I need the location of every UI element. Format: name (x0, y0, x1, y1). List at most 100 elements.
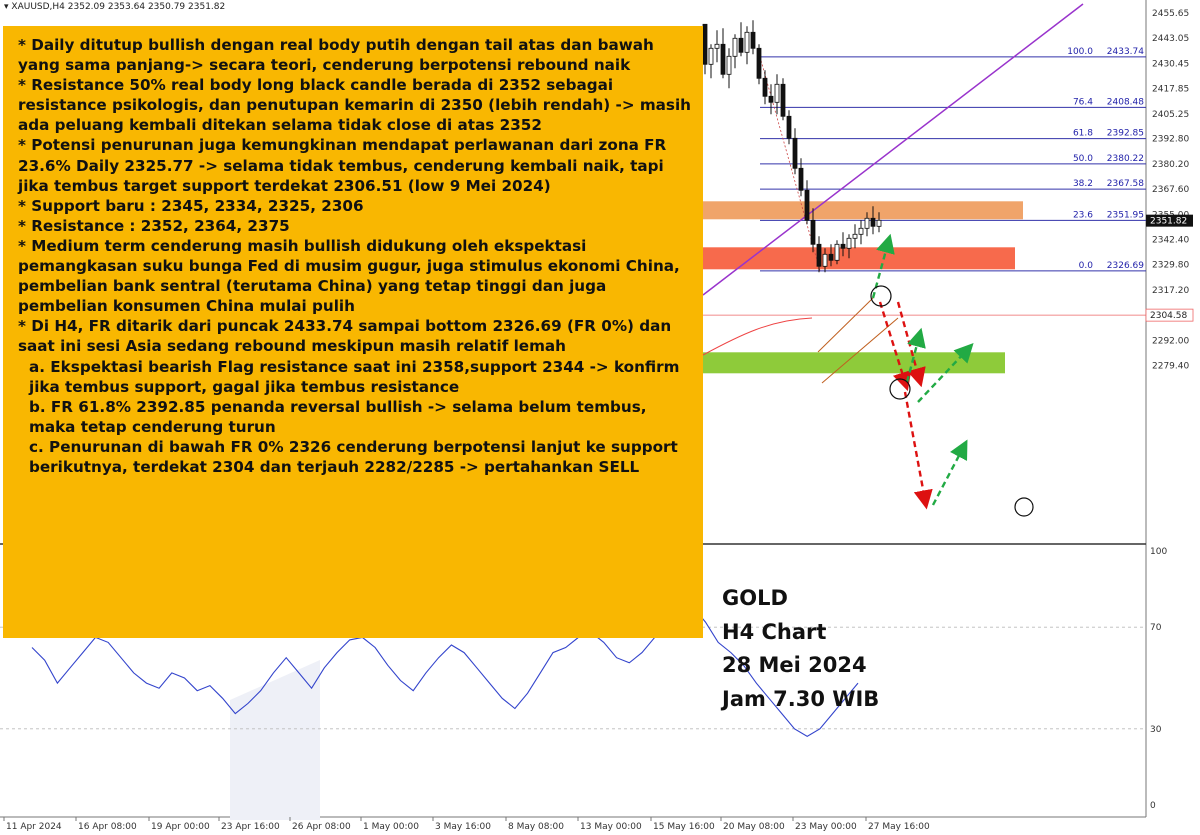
analysis-note: a. Ekspektasi bearish Flag resistance sa… (29, 357, 680, 396)
candle-body (876, 219, 882, 227)
ohlc-values: 2352.09 2353.64 2350.79 2351.82 (67, 2, 226, 12)
analysis-note: b. FR 61.8% 2392.85 penanda reversal bul… (29, 397, 647, 436)
last-price-tag (1146, 214, 1193, 227)
caption-instrument: GOLD (722, 586, 788, 610)
candle-body (738, 37, 744, 53)
fib-level-label: 0.0 (1079, 261, 1094, 271)
rsi-line (31, 606, 859, 738)
candle-body (774, 83, 780, 103)
red-arrow (896, 301, 926, 388)
support-zone (703, 352, 1005, 374)
fib-price-label: 2351.95 (1107, 210, 1144, 220)
time-tick-label: 3 May 16:00 (435, 822, 491, 832)
price-tick-label: 2292.00 (1152, 336, 1189, 346)
rsi-tick-label: 70 (1150, 623, 1162, 633)
moving-average-line (702, 317, 813, 356)
trend-channel (702, 3, 1084, 384)
caption-time: Jam 7.30 WIB (722, 686, 880, 711)
rsi-tick-label: 30 (1150, 725, 1162, 735)
analysis-note: * Support baru : 2345, 2334, 2325, 2306 (18, 196, 364, 215)
fib-price-label: 2392.85 (1107, 129, 1144, 139)
fib-price-label: 2380.22 (1107, 154, 1144, 164)
candle-body (834, 243, 840, 261)
price-tick-label: 2392.80 (1152, 135, 1189, 145)
price-tick-label: 2342.40 (1152, 236, 1189, 246)
candle-body (828, 253, 834, 261)
candle-body (858, 227, 864, 235)
rsi-tick-label: 0 (1150, 801, 1156, 811)
analysis-note: * Potensi penurunan juga kemungkinan men… (18, 136, 667, 195)
time-tick-label: 23 Apr 16:00 (221, 822, 280, 832)
flag-lower-line (821, 317, 899, 384)
time-tick-label: 27 May 16:00 (868, 822, 930, 832)
price-tick-label: 2430.45 (1152, 59, 1189, 69)
price-tick-label: 2455.65 (1152, 9, 1189, 19)
time-tick-label: 23 May 00:00 (795, 822, 857, 832)
time-tick-label: 1 May 00:00 (363, 822, 419, 832)
green-arrow (917, 343, 974, 403)
chart-caption: GOLD H4 Chart 28 Mei 2024 Jam 7.30 WIB (722, 582, 879, 716)
price-tick-label: 2367.60 (1152, 185, 1189, 195)
candle-body (726, 55, 732, 75)
candle-body (702, 23, 708, 65)
marker-circle (1014, 497, 1034, 517)
candle-body (798, 167, 804, 191)
price-tick-label: 2279.40 (1152, 362, 1189, 372)
chart-header: ▾ XAUUSD,H4 2352.09 2353.64 2350.79 2351… (4, 2, 225, 12)
candle-body (870, 217, 876, 227)
time-tick-label: 8 May 08:00 (508, 822, 564, 832)
analysis-note: * Medium term cenderung masih bullish di… (18, 236, 680, 316)
fib-level-label: 61.8 (1073, 129, 1093, 139)
dropdown-triangle-icon[interactable]: ▾ (4, 2, 9, 12)
time-tick-label: 11 Apr 2024 (6, 822, 62, 832)
support-price-label: 2304.58 (1150, 311, 1187, 321)
fib-price-label: 2326.69 (1107, 261, 1144, 271)
candle-body (816, 243, 822, 267)
time-tick-label: 20 May 08:00 (723, 822, 785, 832)
fib-price-label: 2433.74 (1107, 47, 1144, 57)
fib-level-label: 100.0 (1067, 47, 1093, 57)
time-tick-label: 19 Apr 00:00 (151, 822, 210, 832)
candle-body (762, 77, 768, 97)
candle-body (792, 137, 798, 169)
red-arrow (903, 391, 933, 510)
candle-body (864, 217, 870, 229)
price-tick-label: 2329.80 (1152, 261, 1189, 271)
resistance-zone (703, 201, 1023, 220)
fib-anchor-line (759, 56, 821, 272)
analysis-note: * Daily ditutup bullish dengan real body… (18, 36, 654, 75)
fib-level-label: 23.6 (1073, 210, 1093, 220)
fib-price-label: 2367.58 (1107, 179, 1144, 189)
analysis-note: * Resistance : 2352, 2364, 2375 (18, 216, 290, 235)
channel-upper-line (702, 3, 1084, 296)
green-arrow (905, 327, 926, 383)
price-tick-label: 2405.25 (1152, 110, 1189, 120)
fib-level-label: 50.0 (1073, 154, 1093, 164)
price-tick-label: 2317.20 (1152, 286, 1189, 296)
support-zone (703, 247, 1015, 270)
caption-date: 28 Mei 2024 (722, 653, 867, 677)
candle-body (744, 31, 750, 53)
candle-body (714, 43, 720, 49)
time-tick-label: 16 Apr 08:00 (78, 822, 137, 832)
candle-body (852, 233, 858, 239)
candle-body (840, 243, 846, 249)
flag-upper-line (817, 297, 874, 353)
last-price-label: 2351.82 (1150, 217, 1187, 227)
symbol-label: XAUUSD,H4 (11, 2, 65, 12)
support-price-tag (1145, 308, 1194, 322)
caption-timeframe: H4 Chart (722, 619, 827, 644)
fib-level-label: 76.4 (1073, 97, 1093, 107)
candle-body (720, 43, 726, 75)
price-tick-label: 2443.05 (1152, 34, 1189, 44)
candle-body (732, 37, 738, 57)
marker-circle (870, 285, 892, 307)
time-tick-label: 26 Apr 08:00 (292, 822, 351, 832)
time-tick-label: 15 May 16:00 (653, 822, 715, 832)
fib-price-label: 2408.48 (1107, 97, 1144, 107)
candle-body (768, 95, 774, 103)
marker-circle (889, 378, 911, 400)
candle-body (804, 189, 810, 221)
candle-body (846, 237, 852, 249)
